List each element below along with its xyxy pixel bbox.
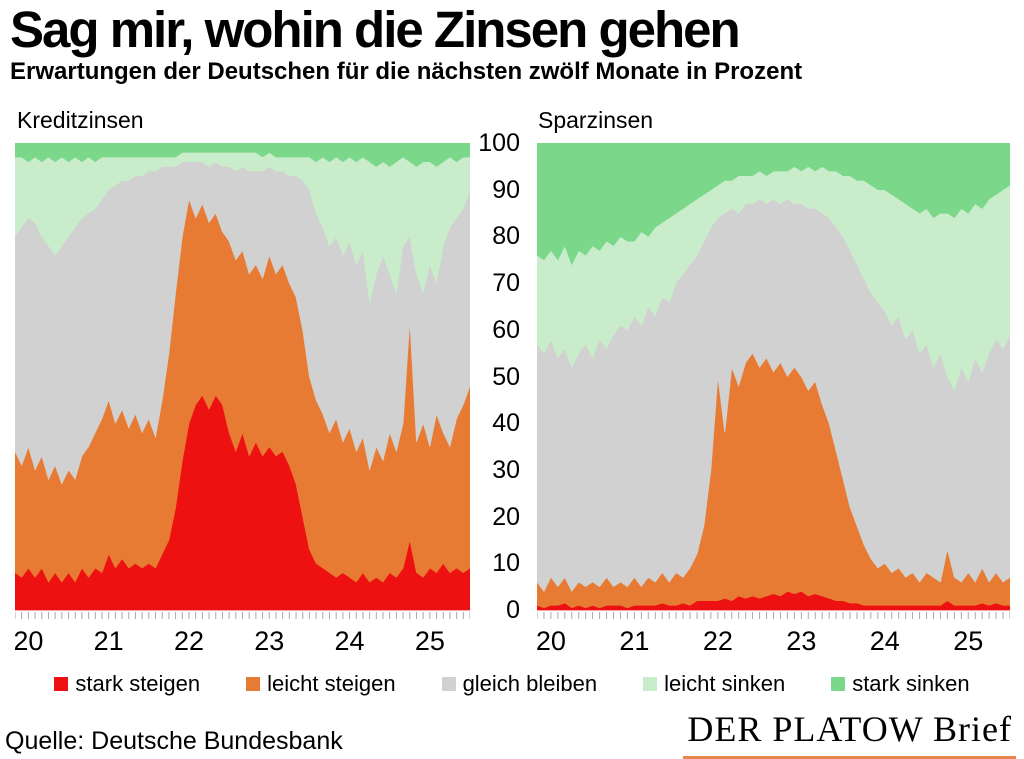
legend-label: gleich bleiben xyxy=(462,671,598,696)
y-tick-label: 30 xyxy=(492,455,520,484)
y-tick-label: 50 xyxy=(492,362,520,391)
x-tick-label: 21 xyxy=(94,626,124,655)
y-tick-label: 40 xyxy=(492,409,520,438)
legend-swatch-stark-sinken xyxy=(831,677,846,691)
legend-label: stark steigen xyxy=(75,671,201,696)
x-tick-label: 20 xyxy=(15,626,43,655)
x-tick-label: 24 xyxy=(335,626,365,655)
x-tick-label: 23 xyxy=(254,626,284,655)
y-tick-label: 10 xyxy=(492,549,520,578)
sparzinsen-chart: 20 21 22 23 24 25 xyxy=(537,143,1010,655)
page-subtitle: Erwartungen der Deutschen für die nächst… xyxy=(10,58,803,85)
legend-swatch-stark-steigen xyxy=(54,677,69,691)
y-tick-label: 80 xyxy=(492,222,520,251)
legend-item: stark sinken xyxy=(831,671,970,697)
x-tick-label: 22 xyxy=(703,626,733,655)
y-tick-label: 90 xyxy=(492,175,520,204)
legend-label: leicht sinken xyxy=(664,671,786,696)
platow-brief-logo: DER PLATOW Brief xyxy=(683,708,1016,759)
legend-swatch-gleich-bleiben xyxy=(441,677,456,691)
x-tick-label: 25 xyxy=(415,626,445,655)
x-tick-label: 22 xyxy=(174,626,204,655)
legend-label: stark sinken xyxy=(852,671,970,696)
y-tick-label: 100 xyxy=(478,129,520,157)
y-tick-label: 20 xyxy=(492,502,520,531)
panel-title-sparzinsen: Sparzinsen xyxy=(538,107,654,133)
area-stark-sinken xyxy=(537,143,1010,266)
legend-swatch-leicht-steigen xyxy=(246,677,261,691)
y-axis: 0 10 20 30 40 50 60 70 80 90 100 xyxy=(468,129,520,624)
x-tick-label: 24 xyxy=(870,626,900,655)
legend-swatch-leicht-sinken xyxy=(643,677,658,691)
legend-item: gleich bleiben xyxy=(441,671,598,697)
legend-label: leicht steigen xyxy=(267,671,396,696)
page-title: Sag mir, wohin die Zinsen gehen xyxy=(10,1,741,58)
x-tick-label: 20 xyxy=(537,626,566,655)
area-stark-sinken xyxy=(15,143,470,167)
source-note: Quelle: Deutsche Bundesbank xyxy=(5,727,343,755)
x-tick-label: 21 xyxy=(619,626,649,655)
y-tick-label: 60 xyxy=(492,315,520,344)
legend-item: leicht steigen xyxy=(246,671,396,697)
y-tick-label: 0 xyxy=(506,596,520,624)
legend: stark steigen leicht steigen gleich bleibe… xyxy=(0,671,1024,697)
kreditzinsen-chart: 20 21 22 23 24 25 xyxy=(15,143,470,655)
y-tick-label: 70 xyxy=(492,269,520,298)
legend-item: stark steigen xyxy=(54,671,200,697)
x-tick-label: 23 xyxy=(786,626,816,655)
legend-item: leicht sinken xyxy=(643,671,785,697)
panel-title-kreditzinsen: Kreditzinsen xyxy=(17,107,144,133)
x-tick-label: 25 xyxy=(953,626,983,655)
